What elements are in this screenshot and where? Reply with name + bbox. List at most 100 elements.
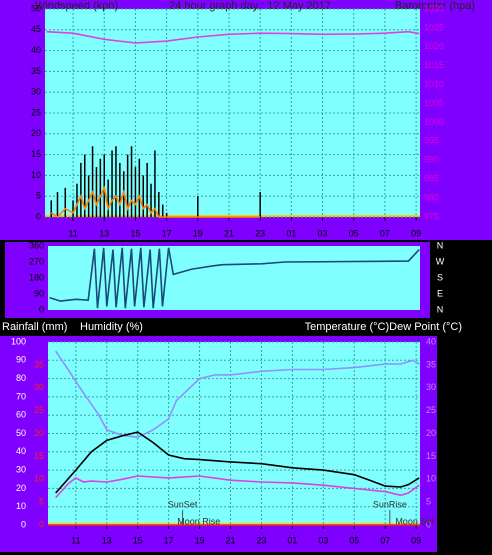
- y-tick-label: 1000: [424, 117, 444, 127]
- y-tick-label: 30: [34, 382, 44, 392]
- y-tick-label: 40: [426, 336, 436, 346]
- x-tick-label: 03: [318, 535, 328, 545]
- y-tick-label: 30: [16, 464, 26, 474]
- y-tick-label: 35: [426, 359, 436, 369]
- y-tick-label: 30: [426, 382, 436, 392]
- x-tick-label: 23: [256, 535, 266, 545]
- x-tick-label: 01: [287, 535, 297, 545]
- x-tick-label: 05: [349, 228, 359, 238]
- x-tick-label: 13: [99, 228, 109, 238]
- rain-label: Rainfall (mm): [2, 321, 67, 333]
- x-tick-label: 19: [195, 535, 205, 545]
- y-tick-label: 50: [31, 3, 41, 13]
- y-tick-label: 0: [39, 304, 44, 314]
- y-tick-label: 0: [426, 519, 431, 529]
- y-tick-label: 20: [426, 428, 436, 438]
- annotation: Moon Set: [395, 516, 434, 526]
- y-tick-label: 20: [16, 483, 26, 493]
- chart-title: 24 hour graph day : 12 May 2017: [169, 0, 331, 12]
- annotation: SunSet: [168, 499, 198, 509]
- y-tick-label: 10: [31, 170, 41, 180]
- y-tick-label: 25: [31, 107, 41, 117]
- y-tick-label: 25: [426, 405, 436, 415]
- y-tick-label: 30: [31, 87, 41, 97]
- y-tick-label: 20: [31, 128, 41, 138]
- series-line: [49, 247, 420, 309]
- y-tick-label: 360: [29, 240, 44, 250]
- series-line: [55, 350, 420, 439]
- x-tick-label: 15: [133, 535, 143, 545]
- x-tick-label: 17: [162, 228, 172, 238]
- x-tick-label: 11: [68, 228, 77, 238]
- humidity-label: Humidity (%): [80, 321, 143, 333]
- x-tick-label: 21: [224, 228, 234, 238]
- y-tick-label: 1005: [424, 98, 444, 108]
- x-tick-label: 17: [164, 535, 174, 545]
- y-tick-label: 180: [29, 272, 44, 282]
- y-tick-label: 1025: [424, 22, 444, 32]
- y-tick-label: 1020: [424, 41, 444, 51]
- y-tick-label: 25: [34, 405, 44, 415]
- y-tick-label: 980: [424, 192, 439, 202]
- x-tick-label: 15: [130, 228, 140, 238]
- y-tick-label: N: [437, 240, 444, 250]
- x-tick-label: 19: [193, 228, 203, 238]
- y-tick-label: 90: [34, 288, 44, 298]
- series-line: [55, 475, 420, 499]
- y-tick-label: 990: [424, 155, 439, 165]
- annotation: Moon Rise: [177, 516, 220, 526]
- series-line: [50, 185, 261, 219]
- y-tick-label: 35: [34, 359, 44, 369]
- y-tick-label: 0: [36, 211, 41, 221]
- x-tick-label: 23: [255, 228, 265, 238]
- y-tick-label: 45: [31, 24, 41, 34]
- y-tick-label: 995: [424, 136, 439, 146]
- y-tick-label: 100: [11, 336, 26, 346]
- y-tick-label: 10: [426, 474, 436, 484]
- y-tick-label: 10: [16, 501, 26, 511]
- y-tick-label: S: [437, 272, 443, 282]
- y-tick-label: 80: [16, 373, 26, 383]
- x-tick-label: 09: [411, 535, 421, 545]
- y-tick-label: 985: [424, 174, 439, 184]
- y-tick-label: 0: [39, 519, 44, 529]
- y-tick-label: W: [436, 256, 445, 266]
- y-tick-label: 10: [34, 474, 44, 484]
- wind-label: Windspeed (kph): [35, 0, 118, 12]
- y-tick-label: 5: [36, 191, 41, 201]
- x-tick-label: 01: [286, 228, 296, 238]
- series-line: [46, 30, 420, 44]
- y-tick-label: 60: [16, 410, 26, 420]
- y-tick-label: 15: [426, 451, 436, 461]
- y-tick-label: 40: [16, 446, 26, 456]
- y-tick-label: 5: [39, 497, 44, 507]
- y-tick-label: N: [437, 304, 444, 314]
- y-tick-label: 5: [426, 497, 431, 507]
- y-tick-label: 20: [34, 428, 44, 438]
- y-tick-label: 15: [34, 451, 44, 461]
- temperature-label: Temperature (°C)Dew Point (°C): [305, 321, 462, 333]
- y-tick-label: 270: [29, 256, 44, 266]
- y-tick-label: 40: [31, 45, 41, 55]
- y-tick-label: 0: [21, 519, 26, 529]
- barometer-label: Barometer (hpa): [395, 0, 475, 12]
- x-tick-label: 07: [380, 535, 390, 545]
- x-tick-label: 09: [411, 228, 421, 238]
- y-tick-label: 35: [31, 66, 41, 76]
- annotation: SunRise: [373, 499, 407, 509]
- y-tick-label: 70: [16, 391, 26, 401]
- x-tick-label: 21: [226, 535, 236, 545]
- y-tick-label: 1015: [424, 60, 444, 70]
- y-tick-label: 15: [31, 149, 41, 159]
- y-tick-label: 50: [16, 428, 26, 438]
- x-tick-label: 11: [71, 535, 80, 545]
- y-tick-label: 90: [16, 355, 26, 365]
- x-tick-label: 07: [380, 228, 390, 238]
- y-tick-label: 1010: [424, 79, 444, 89]
- y-tick-label: 975: [424, 211, 439, 221]
- x-tick-label: 03: [318, 228, 328, 238]
- x-tick-label: 05: [349, 535, 359, 545]
- x-tick-label: 13: [102, 535, 112, 545]
- y-tick-label: E: [437, 288, 443, 298]
